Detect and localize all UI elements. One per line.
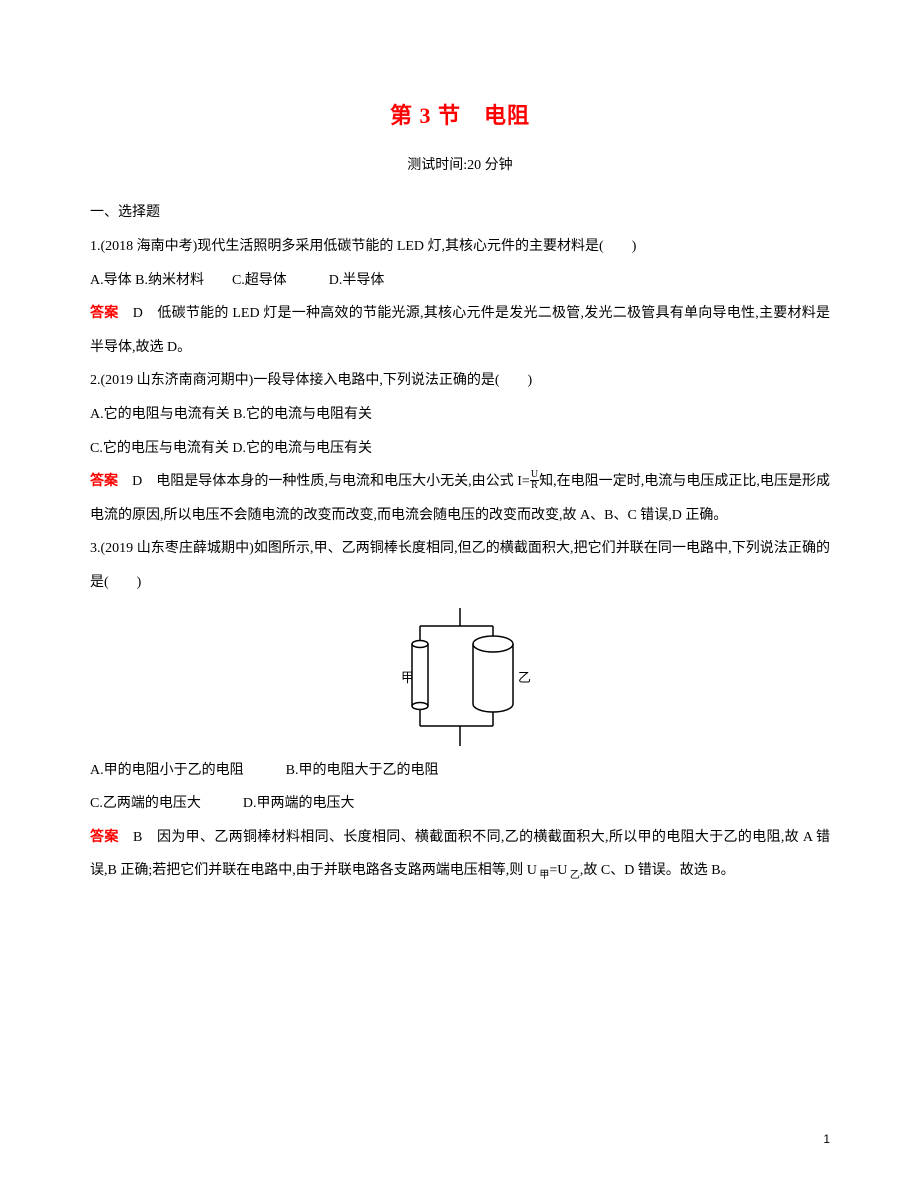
answer-label: 答案 [90, 306, 119, 321]
q1-answer: 答案 D 低碳节能的 LED 灯是一种高效的节能光源,其核心元件是发光二极管,发… [90, 297, 830, 364]
q3-answer-mid: =U [549, 863, 567, 878]
q1-answer-text: D 低碳节能的 LED 灯是一种高效的节能光源,其核心元件是发光二极管,发光二极… [90, 306, 830, 355]
q3-answer-text-2: ,故 C、D 错误。故选 B。 [580, 863, 735, 878]
subscript-yi: 乙 [567, 870, 580, 881]
answer-label: 答案 [90, 474, 118, 489]
answer-label: 答案 [90, 830, 119, 845]
q2-answer: 答案 D 电阻是导体本身的一种性质,与电流和电压大小无关,由公式 I=UR知,在… [90, 465, 830, 532]
fraction-denominator: R [530, 481, 539, 491]
q2-options-line1: A.它的电阻与电流有关 B.它的电流与电阻有关 [90, 398, 830, 432]
test-time: 测试时间:20 分钟 [90, 149, 830, 183]
diagram-label-jia: 甲 [401, 670, 414, 685]
q3-answer: 答案 B 因为甲、乙两铜棒材料相同、长度相同、横截面积不同,乙的横截面积大,所以… [90, 821, 830, 888]
diagram-label-yi: 乙 [518, 670, 531, 685]
q2-options-line2: C.它的电压与电流有关 D.它的电流与电压有关 [90, 432, 830, 466]
page-number: 1 [823, 1125, 830, 1154]
fraction-u-over-r: UR [530, 470, 539, 491]
doc-title: 第 3 节 电阻 [90, 90, 830, 143]
section-1-heading: 一、选择题 [90, 196, 830, 230]
subscript-jia: 甲 [537, 870, 550, 881]
page: 第 3 节 电阻 测试时间:20 分钟 一、选择题 1.(2018 海南中考)现… [0, 0, 920, 1188]
q3-circuit-diagram: 甲 乙 [375, 608, 545, 748]
q2-answer-pre: D 电阻是导体本身的一种性质,与电流和电压大小无关,由公式 I= [118, 474, 530, 489]
q1-options: A.导体 B.纳米材料 C.超导体 D.半导体 [90, 264, 830, 298]
q3-stem: 3.(2019 山东枣庄薛城期中)如图所示,甲、乙两铜棒长度相同,但乙的横截面积… [90, 532, 830, 599]
q2-stem: 2.(2019 山东济南商河期中)一段导体接入电路中,下列说法正确的是( ) [90, 364, 830, 398]
q3-options-line2: C.乙两端的电压大 D.甲两端的电压大 [90, 787, 830, 821]
q3-options-line1: A.甲的电阻小于乙的电阻 B.甲的电阻大于乙的电阻 [90, 754, 830, 788]
q1-stem: 1.(2018 海南中考)现代生活照明多采用低碳节能的 LED 灯,其核心元件的… [90, 230, 830, 264]
